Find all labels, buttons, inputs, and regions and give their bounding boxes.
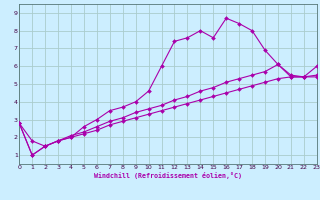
X-axis label: Windchill (Refroidissement éolien,°C): Windchill (Refroidissement éolien,°C) bbox=[94, 172, 242, 179]
